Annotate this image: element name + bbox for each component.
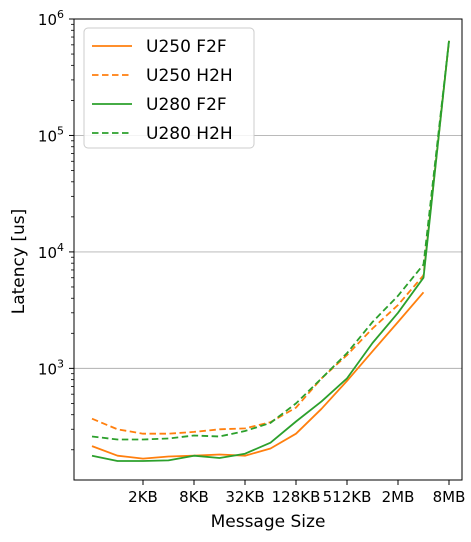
x-tick-label: 128KB bbox=[272, 488, 321, 506]
y-tick-label: 105 bbox=[38, 124, 64, 145]
x-axis-ticks: 2KB 8KB 32KB 128KB 512KB 2MB 8MB bbox=[128, 480, 465, 506]
y-tick-label: 104 bbox=[38, 241, 64, 262]
x-tick-label: 32KB bbox=[225, 488, 264, 506]
x-tick-label: 512KB bbox=[323, 488, 372, 506]
x-tick-label: 2MB bbox=[382, 488, 415, 506]
series-lines bbox=[91, 40, 450, 462]
x-tick-label: 2KB bbox=[128, 488, 158, 506]
y-axis-ticks: 103 104 105 106 bbox=[38, 8, 74, 451]
legend-label: U280 F2F bbox=[146, 95, 227, 115]
x-axis-label: Message Size bbox=[211, 512, 326, 532]
y-tick-label: 103 bbox=[38, 357, 64, 378]
x-tick-label: 8KB bbox=[179, 488, 209, 506]
legend-label: U250 H2H bbox=[146, 66, 233, 86]
legend-label: U250 F2F bbox=[146, 37, 227, 57]
plot-frame bbox=[73, 18, 463, 481]
x-tick-label: 8MB bbox=[433, 488, 466, 506]
legend-label: U280 H2H bbox=[146, 124, 233, 144]
series-line-u250-f2f bbox=[91, 291, 425, 460]
y-tick-label: 106 bbox=[38, 8, 64, 29]
series-line-u280-f2f bbox=[91, 40, 450, 462]
y-axis-label: Latency [us] bbox=[9, 209, 29, 315]
series-line-u280-h2h bbox=[91, 40, 450, 441]
legend-box bbox=[83, 27, 255, 149]
legend: U250 F2F U250 H2H U280 F2F U280 H2H bbox=[83, 27, 255, 149]
